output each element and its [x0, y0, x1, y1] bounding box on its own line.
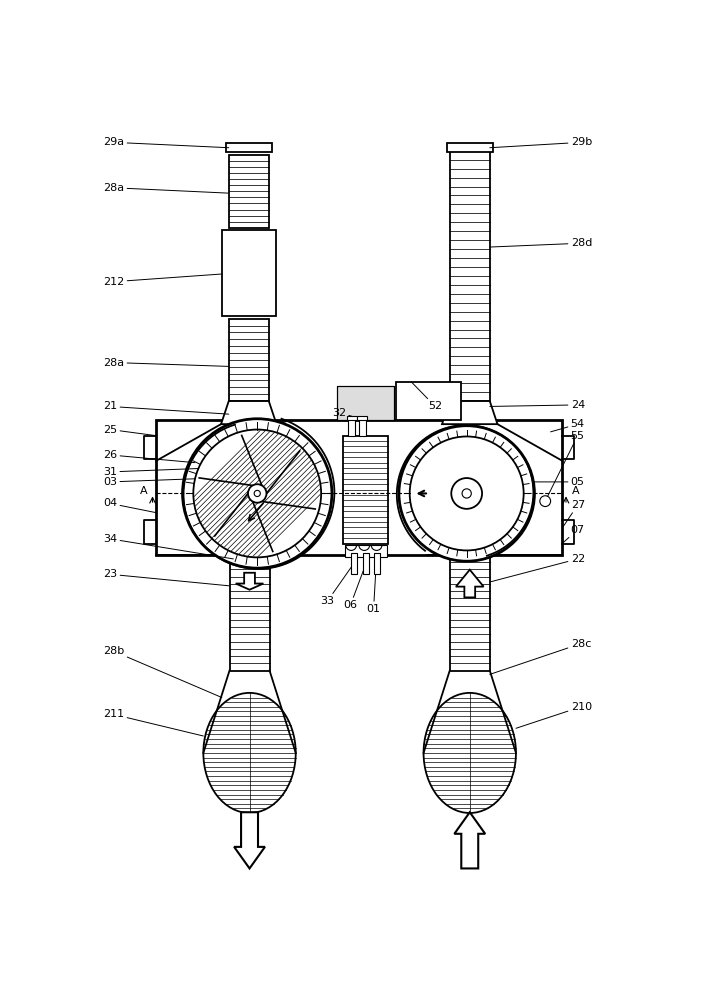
Circle shape — [451, 478, 482, 509]
Text: 06: 06 — [343, 568, 365, 610]
Ellipse shape — [423, 693, 516, 813]
Bar — [337, 386, 394, 420]
Text: 33: 33 — [320, 565, 353, 606]
Ellipse shape — [203, 693, 296, 813]
Text: 01: 01 — [367, 570, 381, 614]
Text: 54: 54 — [550, 419, 585, 432]
Bar — [358, 416, 367, 420]
Circle shape — [193, 430, 321, 557]
Circle shape — [254, 490, 260, 497]
Bar — [343, 436, 388, 544]
Text: 22: 22 — [490, 554, 585, 582]
Text: 28d: 28d — [490, 238, 592, 248]
Bar — [222, 230, 275, 316]
Text: 07: 07 — [562, 525, 585, 544]
Polygon shape — [234, 812, 265, 868]
Text: 28c: 28c — [490, 639, 591, 674]
Text: A: A — [571, 486, 579, 496]
Text: 29b: 29b — [490, 137, 592, 148]
Circle shape — [409, 436, 524, 550]
Text: 210: 210 — [516, 702, 592, 728]
Text: 28b: 28b — [103, 646, 222, 698]
Bar — [346, 416, 357, 420]
Text: 21: 21 — [103, 401, 229, 414]
Polygon shape — [442, 401, 498, 424]
Text: 212: 212 — [103, 274, 222, 287]
Bar — [359, 419, 366, 436]
Bar — [348, 419, 355, 436]
Text: 55: 55 — [545, 431, 585, 501]
Text: 23: 23 — [103, 569, 229, 586]
Text: 03: 03 — [103, 477, 215, 487]
Circle shape — [462, 489, 471, 498]
Text: 04: 04 — [103, 498, 156, 513]
Bar — [229, 555, 270, 671]
Bar — [447, 143, 493, 152]
Text: 31: 31 — [103, 467, 211, 477]
Polygon shape — [236, 573, 264, 590]
Text: 34: 34 — [103, 534, 233, 559]
Bar — [396, 382, 461, 420]
Text: A: A — [139, 486, 147, 496]
Bar — [156, 420, 562, 555]
Text: 27: 27 — [562, 500, 585, 528]
Text: 28a: 28a — [103, 183, 229, 193]
Polygon shape — [454, 812, 485, 868]
Text: 26: 26 — [103, 450, 195, 463]
Text: 29a: 29a — [103, 137, 229, 148]
Bar — [337, 386, 394, 420]
Bar — [450, 151, 490, 401]
Text: 211: 211 — [103, 709, 203, 736]
Text: 05: 05 — [534, 477, 585, 487]
Circle shape — [248, 484, 266, 503]
Bar — [226, 143, 272, 152]
Bar — [351, 553, 358, 574]
Polygon shape — [221, 401, 276, 424]
Bar — [229, 319, 268, 401]
Bar — [362, 553, 369, 574]
Text: 28a: 28a — [103, 358, 229, 368]
Bar — [374, 553, 381, 574]
Text: 25: 25 — [103, 425, 156, 436]
Circle shape — [540, 496, 550, 507]
Text: 24: 24 — [490, 400, 585, 410]
Polygon shape — [456, 570, 484, 597]
Circle shape — [182, 419, 332, 568]
Circle shape — [399, 426, 534, 561]
Text: 32: 32 — [332, 408, 366, 420]
Bar — [229, 155, 268, 228]
Bar — [450, 555, 490, 671]
Bar — [345, 545, 386, 557]
Text: 52: 52 — [411, 382, 442, 411]
